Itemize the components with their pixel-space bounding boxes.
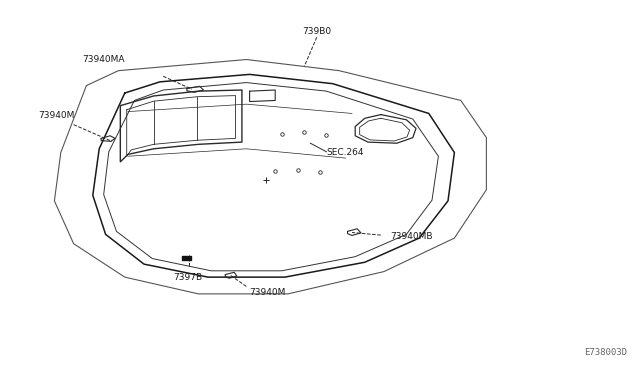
Text: 73940MB: 73940MB [390, 232, 433, 241]
Text: 739B0: 739B0 [302, 27, 332, 36]
Text: 7397B: 7397B [173, 273, 202, 282]
Text: E738003D: E738003D [584, 348, 627, 357]
Text: 73940M: 73940M [250, 288, 286, 296]
Text: 73940MA: 73940MA [83, 55, 125, 64]
Text: SEC.264: SEC.264 [326, 148, 364, 157]
Polygon shape [182, 256, 191, 260]
Text: 73940M: 73940M [38, 111, 75, 120]
